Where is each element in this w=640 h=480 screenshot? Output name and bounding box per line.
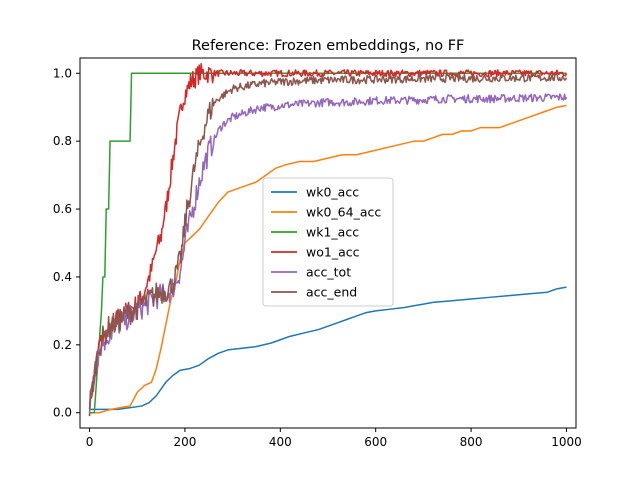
series-line-wk1-acc xyxy=(89,72,567,414)
legend-label-wk1-acc: wk1_acc xyxy=(306,225,359,240)
series-layer xyxy=(88,62,568,417)
legend-box xyxy=(262,177,394,307)
y-tick-label: 0.4 xyxy=(53,270,72,284)
ticks-layer: 0 200 400 600 800 1000 0.0 0.2 0.4 0.6 0.8 1.0 xyxy=(53,66,582,449)
x-tick-label: 400 xyxy=(269,435,292,449)
series-line-wo1-acc xyxy=(88,62,568,417)
chart-title: Reference: Frozen embeddings, no FF xyxy=(192,38,465,54)
series-line-wk0-64-acc xyxy=(89,104,567,414)
legend-label-acc-tot: acc_tot xyxy=(306,265,351,280)
x-tick-label: 1000 xyxy=(551,435,582,449)
y-tick-label: 0.2 xyxy=(53,338,72,352)
x-tick-label: 800 xyxy=(460,435,483,449)
y-tick-label: 0.6 xyxy=(53,202,72,216)
legend-label-acc-end: acc_end xyxy=(306,285,357,300)
series-line-acc-end xyxy=(88,73,568,410)
y-tick-label: 0.0 xyxy=(53,406,72,420)
legend-label-wk0-64-acc: wk0_64_acc xyxy=(306,205,381,220)
x-tick-label: 600 xyxy=(364,435,387,449)
legend-label-wo1-acc: wo1_acc xyxy=(306,245,360,260)
x-tick-label: 200 xyxy=(173,435,196,449)
y-tick-label: 0.8 xyxy=(53,134,72,148)
series-line-acc-tot xyxy=(88,93,568,414)
legend: wk0_acc wk0_64_acc wk1_acc wo1_acc acc_totac… xyxy=(262,177,394,307)
x-tick-label: 0 xyxy=(86,435,94,449)
axes-frame xyxy=(79,57,577,429)
series-line-wk0-acc xyxy=(89,286,567,411)
y-tick-label: 1.0 xyxy=(53,66,72,80)
legend-label-wk0-acc: wk0_acc xyxy=(306,185,359,200)
